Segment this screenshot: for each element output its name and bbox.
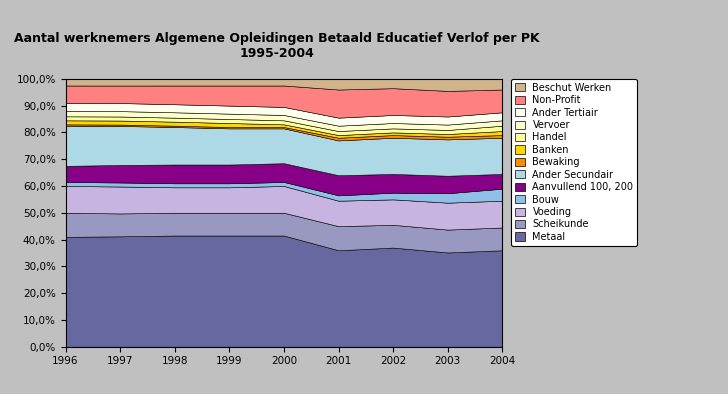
Text: Aantal werknemers Algemene Opleidingen Betaald Educatief Verlof per PK
1995-2004: Aantal werknemers Algemene Opleidingen B… [14, 32, 539, 59]
Legend: Beschut Werken, Non-Profit, Ander Tertiair, Vervoer, Handel, Banken, Bewaking, A: Beschut Werken, Non-Profit, Ander Tertia… [511, 79, 637, 246]
